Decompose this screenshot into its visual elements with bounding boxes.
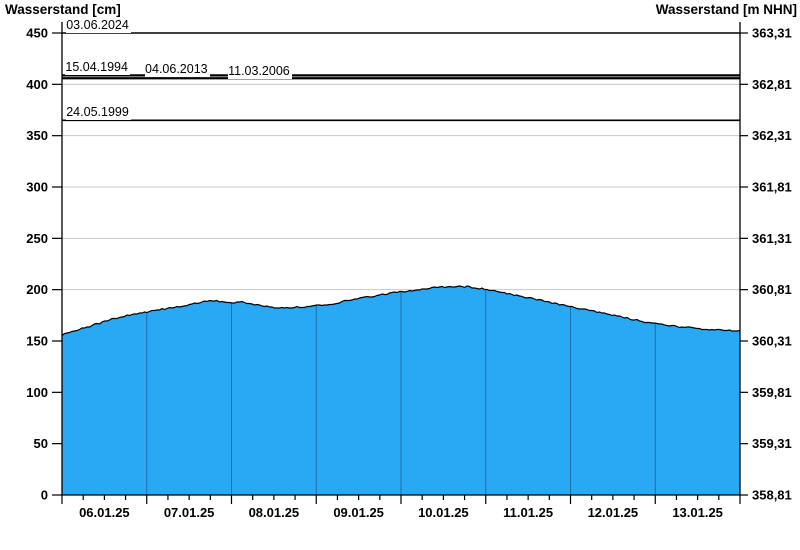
y-left-tick-label: 450	[26, 26, 48, 41]
y-left-tick-label: 400	[26, 77, 48, 92]
reference-line-date-label: 11.03.2006	[228, 63, 292, 79]
x-tick-label: 08.01.25	[249, 505, 300, 520]
water-level-line	[61, 285, 741, 336]
y-left-tick-label: 300	[26, 180, 48, 195]
x-tick-label: 06.01.25	[79, 505, 130, 520]
y-right-tick-label: 360,31	[752, 334, 792, 349]
y-left-tick-label: 250	[26, 231, 48, 246]
y-right-tick-label: 362,31	[752, 128, 792, 143]
right-axis-title: Wasserstand [m NHN]	[655, 2, 797, 17]
y-right-tick-label: 360,81	[752, 282, 792, 297]
reference-line-date-label: 03.06.2024	[66, 18, 131, 33]
reference-line-date-label: 24.05.1999	[66, 105, 131, 121]
y-right-tick-label: 361,81	[752, 180, 792, 195]
y-left-tick-label: 0	[41, 488, 48, 503]
y-right-tick-label: 363,31	[752, 26, 792, 41]
x-tick-label: 10.01.25	[418, 505, 469, 520]
x-tick-label: 09.01.25	[333, 505, 384, 520]
y-left-tick-label: 200	[26, 282, 48, 297]
day-gridlines	[146, 286, 656, 495]
y-right-tick-label: 361,31	[752, 231, 792, 246]
x-tick-label: 13.01.25	[672, 505, 723, 520]
x-tick-label: 11.01.25	[503, 505, 553, 520]
left-axis-title: Wasserstand [cm]	[5, 2, 121, 17]
y-right-tick-label: 359,81	[752, 385, 792, 400]
y-right-tick-label: 358,81	[752, 488, 792, 503]
y-left-tick-label: 350	[26, 128, 48, 143]
reference-line-date-label: 15.04.1994	[65, 60, 130, 76]
x-tick-label: 12.01.25	[588, 505, 639, 520]
y-left-tick-label: 50	[34, 436, 48, 451]
x-tick-label: 07.01.25	[164, 505, 215, 520]
y-right-tick-label: 362,81	[752, 77, 792, 92]
y-left-tick-label: 100	[26, 385, 48, 400]
reference-line-date-label: 04.06.2013	[145, 62, 210, 78]
y-left-tick-label: 150	[26, 334, 48, 349]
y-right-tick-label: 359,31	[752, 436, 792, 451]
